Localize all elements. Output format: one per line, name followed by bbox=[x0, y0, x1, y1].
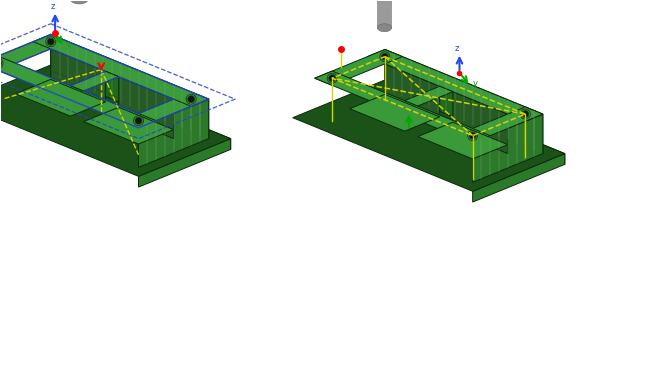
Polygon shape bbox=[0, 56, 156, 128]
Polygon shape bbox=[138, 139, 231, 187]
Polygon shape bbox=[293, 80, 565, 191]
Text: y: y bbox=[472, 79, 478, 88]
Circle shape bbox=[522, 110, 529, 117]
Polygon shape bbox=[315, 71, 491, 143]
Polygon shape bbox=[367, 49, 543, 121]
Polygon shape bbox=[51, 65, 231, 149]
Circle shape bbox=[135, 117, 142, 124]
Text: z: z bbox=[50, 2, 54, 11]
Polygon shape bbox=[472, 114, 543, 182]
Polygon shape bbox=[51, 49, 105, 111]
Polygon shape bbox=[455, 107, 543, 143]
Polygon shape bbox=[121, 92, 209, 128]
Polygon shape bbox=[405, 86, 453, 106]
Circle shape bbox=[47, 38, 54, 45]
Polygon shape bbox=[385, 49, 543, 154]
Polygon shape bbox=[315, 49, 403, 85]
Polygon shape bbox=[378, 0, 391, 28]
Polygon shape bbox=[15, 79, 105, 116]
Polygon shape bbox=[0, 35, 68, 70]
Text: z: z bbox=[454, 44, 459, 53]
Polygon shape bbox=[385, 80, 565, 164]
Circle shape bbox=[469, 132, 476, 139]
Circle shape bbox=[329, 75, 336, 82]
Circle shape bbox=[0, 60, 1, 67]
Polygon shape bbox=[138, 99, 209, 167]
Polygon shape bbox=[51, 35, 209, 139]
Ellipse shape bbox=[378, 24, 391, 32]
Ellipse shape bbox=[70, 0, 89, 4]
Polygon shape bbox=[33, 35, 209, 106]
Polygon shape bbox=[453, 92, 508, 154]
Polygon shape bbox=[350, 94, 440, 131]
Circle shape bbox=[381, 53, 389, 60]
Polygon shape bbox=[84, 107, 174, 144]
Circle shape bbox=[188, 95, 195, 103]
Polygon shape bbox=[119, 77, 174, 139]
Polygon shape bbox=[0, 65, 231, 176]
Polygon shape bbox=[418, 122, 508, 159]
Polygon shape bbox=[385, 64, 440, 126]
Polygon shape bbox=[70, 71, 119, 91]
Text: y: y bbox=[66, 40, 71, 49]
Polygon shape bbox=[472, 154, 565, 202]
